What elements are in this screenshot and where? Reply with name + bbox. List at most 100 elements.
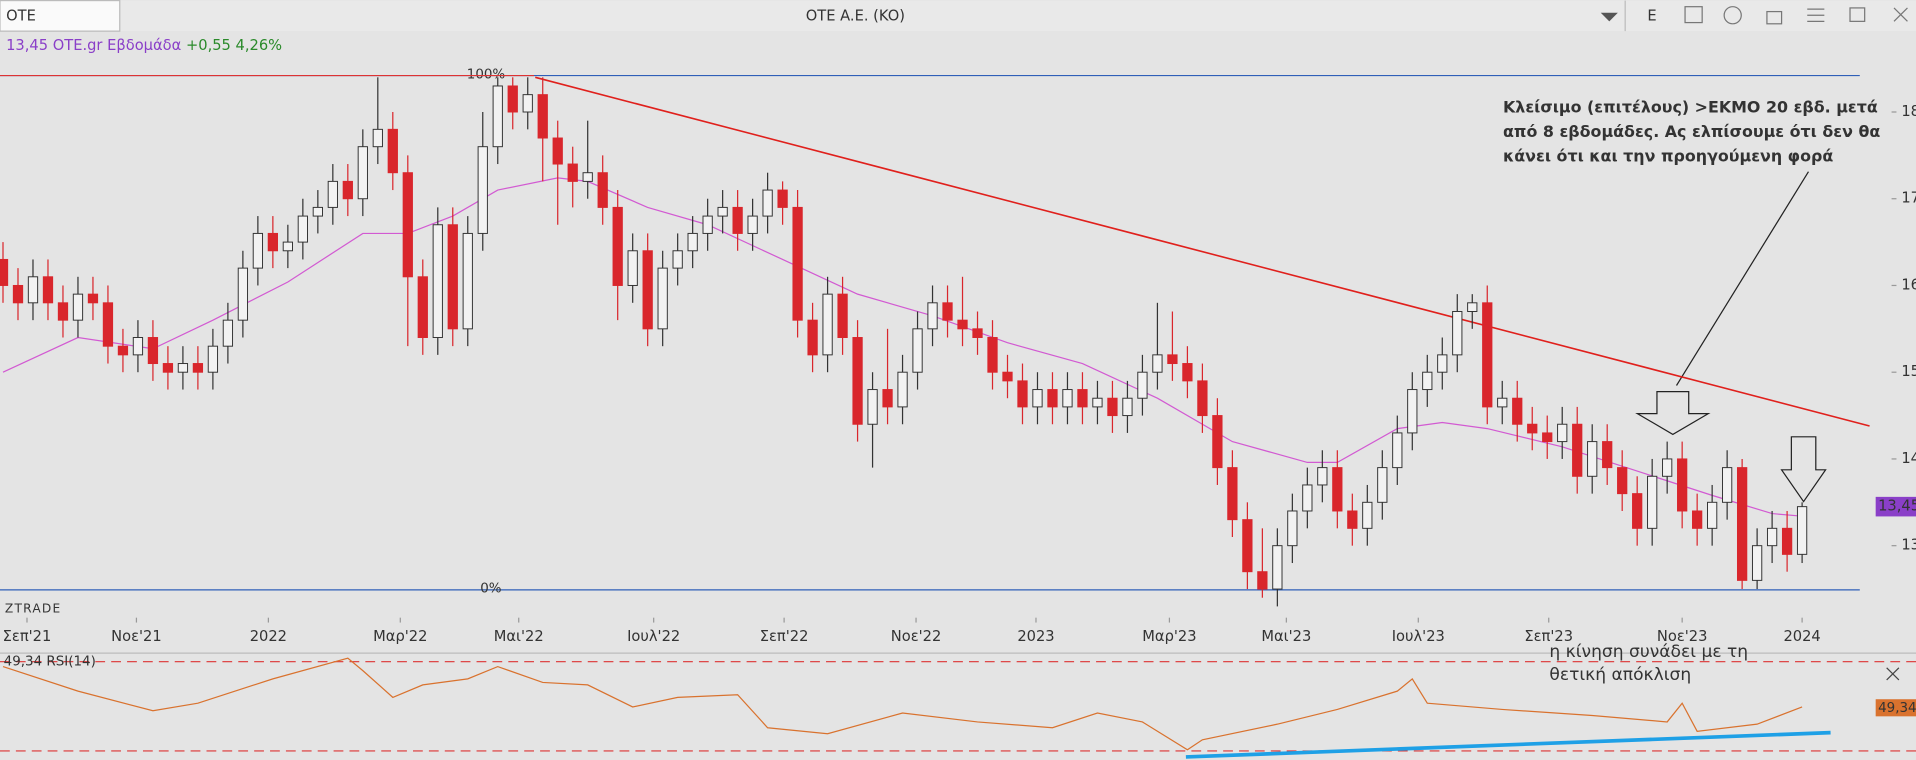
- candle-body: [1227, 467, 1238, 521]
- candle-body: [702, 215, 713, 234]
- candle-body: [1482, 302, 1493, 408]
- candle-body: [432, 224, 443, 338]
- candle-body: [297, 215, 308, 243]
- x-tick-label: Σεπ'22: [760, 628, 809, 645]
- rsi-line: [2, 657, 1803, 751]
- candle-body: [1182, 363, 1193, 382]
- price-badge-label: 13,45: [1878, 498, 1916, 515]
- candle-body: [867, 389, 878, 425]
- divergence-line: [1185, 730, 1831, 759]
- candle-body: [612, 206, 623, 286]
- candle-body: [117, 345, 129, 356]
- candle-body: [342, 180, 353, 200]
- candle-body: [237, 267, 249, 321]
- candle-body: [192, 363, 204, 373]
- y-tick-label: 18: [1901, 103, 1916, 120]
- dropdown-icon[interactable]: [1600, 12, 1618, 22]
- candle-body: [1257, 571, 1268, 590]
- candle-body: [972, 328, 983, 338]
- annotation: από 8 εβδομάδες. Ας ελπίσουμε ότι δεν θα: [1503, 122, 1880, 141]
- trend-line: [535, 76, 1870, 427]
- candle-body: [207, 345, 219, 373]
- candle-body: [897, 371, 908, 408]
- candle-body: [1317, 467, 1328, 486]
- candle-body: [1122, 397, 1133, 417]
- candle-body: [1152, 354, 1163, 373]
- price-badge: [1875, 496, 1916, 517]
- candle-body: [507, 85, 518, 113]
- candle-body: [132, 337, 144, 356]
- candle-body: [792, 206, 803, 321]
- y-tick-label: 16: [1901, 276, 1916, 293]
- candle-body: [1722, 467, 1733, 503]
- restore-icon[interactable]: [1849, 7, 1866, 22]
- candle-body: [1736, 467, 1748, 581]
- candle-body: [837, 293, 848, 338]
- candle-body: [1137, 371, 1148, 399]
- y-tick-label: 14: [1901, 450, 1916, 467]
- candle-body: [492, 85, 503, 148]
- candle-body: [1602, 441, 1613, 469]
- legend: 13,45 OTE.gr Εβδομάδα +0,55 4,26%: [6, 37, 282, 54]
- candle-body: [417, 276, 428, 338]
- candle-body: [1707, 501, 1718, 529]
- candle-body: [12, 284, 24, 304]
- candle-body: [1092, 397, 1103, 408]
- period-button[interactable]: E: [1647, 7, 1656, 24]
- candle-body: [852, 337, 863, 425]
- candle-body: [1212, 415, 1223, 469]
- candle-body: [282, 241, 293, 252]
- candle-body: [57, 302, 69, 321]
- candle-body: [372, 128, 383, 148]
- candle-body: [567, 163, 578, 182]
- candle-body: [537, 94, 548, 139]
- candle-body: [597, 172, 608, 208]
- candle-body: [1032, 389, 1043, 408]
- candle-body: [1766, 527, 1778, 547]
- candle-body: [717, 206, 728, 217]
- symbol-box[interactable]: [0, 0, 121, 32]
- candle-body: [1272, 545, 1283, 590]
- rsi-annotation: θετική απόκλιση: [1549, 665, 1691, 685]
- candle-body: [882, 389, 893, 408]
- candle-body: [27, 276, 39, 304]
- candle-body: [387, 128, 398, 174]
- window-title: OTE A.E. (KO): [806, 7, 905, 24]
- candle-body: [267, 232, 279, 252]
- candle-body: [522, 94, 533, 113]
- x-tick-label: Μαρ'23: [1142, 628, 1196, 645]
- callout-line: [1675, 171, 1809, 386]
- candle-body: [1002, 371, 1013, 382]
- x-tick-label: Σεπ'23: [1524, 628, 1573, 645]
- layout-icon[interactable]: [1684, 6, 1703, 24]
- candle-body: [1362, 501, 1373, 529]
- candle-body: [1197, 380, 1208, 417]
- close-panel-icon[interactable]: [1886, 667, 1900, 681]
- candle-body: [402, 172, 413, 278]
- menu-icon[interactable]: [1807, 8, 1825, 22]
- lock-icon[interactable]: [1766, 10, 1783, 25]
- candle-body: [1647, 475, 1658, 529]
- candle-body: [162, 363, 174, 373]
- x-tick-label: Σεπ'21: [3, 628, 52, 645]
- toolbar: [0, 0, 1916, 32]
- symbol[interactable]: OTE: [6, 7, 36, 24]
- y-tick-label: 13: [1901, 537, 1916, 554]
- candle-body: [1407, 389, 1418, 434]
- ema-line: [2, 177, 1803, 517]
- candle-body: [1751, 545, 1763, 581]
- x-tick-label: Νοε'21: [111, 628, 162, 645]
- candle-body: [1062, 389, 1073, 408]
- x-tick-label: Νοε'22: [891, 628, 942, 645]
- candle-body: [462, 232, 473, 330]
- y-tick-label: 15: [1901, 363, 1916, 380]
- comment-icon[interactable]: [1723, 6, 1742, 25]
- annotation: κάνει ότι και την προηγούμενη φορά: [1503, 146, 1833, 165]
- candle-body: [942, 302, 953, 321]
- legend-change: +0,55 4,26%: [186, 37, 282, 54]
- close-icon[interactable]: [1893, 7, 1908, 22]
- candle-body: [552, 137, 563, 165]
- candle-body: [1392, 432, 1403, 469]
- x-tick-label: Μαι'23: [1261, 628, 1311, 645]
